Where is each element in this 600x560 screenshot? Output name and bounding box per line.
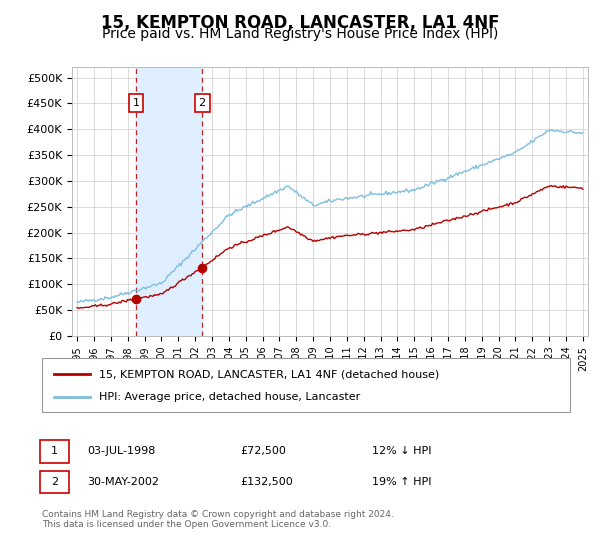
Text: 1: 1: [51, 446, 58, 456]
Text: Contains HM Land Registry data © Crown copyright and database right 2024.
This d: Contains HM Land Registry data © Crown c…: [42, 510, 394, 529]
Bar: [136, 67, 202, 336]
Text: 2: 2: [51, 477, 58, 487]
Text: 03-JUL-1998: 03-JUL-1998: [87, 446, 155, 456]
Text: 12% ↓ HPI: 12% ↓ HPI: [372, 446, 431, 456]
Text: 2: 2: [199, 99, 206, 109]
Text: HPI: Average price, detached house, Lancaster: HPI: Average price, detached house, Lanc…: [99, 391, 360, 402]
Text: £132,500: £132,500: [240, 477, 293, 487]
Text: 30-MAY-2002: 30-MAY-2002: [87, 477, 159, 487]
Text: 19% ↑ HPI: 19% ↑ HPI: [372, 477, 431, 487]
Text: Price paid vs. HM Land Registry's House Price Index (HPI): Price paid vs. HM Land Registry's House …: [102, 27, 498, 41]
Text: 15, KEMPTON ROAD, LANCASTER, LA1 4NF: 15, KEMPTON ROAD, LANCASTER, LA1 4NF: [101, 14, 499, 32]
Text: 15, KEMPTON ROAD, LANCASTER, LA1 4NF (detached house): 15, KEMPTON ROAD, LANCASTER, LA1 4NF (de…: [99, 370, 439, 379]
Text: 1: 1: [133, 99, 140, 109]
Text: £72,500: £72,500: [240, 446, 286, 456]
